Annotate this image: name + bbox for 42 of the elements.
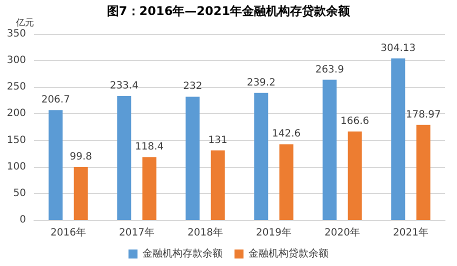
y-tick-label: 350 [6,28,26,40]
data-label: 233.4 [110,80,138,92]
y-tick-label: 150 [6,134,26,146]
x-tick-label: 2020年 [324,226,360,238]
data-label: 304.13 [380,42,416,54]
legend-label: 金融机构贷款余额 [248,248,328,260]
x-tick-label: 2019年 [256,226,292,238]
bar [48,110,63,220]
data-label: 118.4 [135,142,164,153]
x-tick-label: 2018年 [188,226,223,238]
y-axis-title: 亿元 [15,18,34,28]
legend-label: 金融机构存款余额 [142,248,222,260]
y-tick-label: 200 [6,108,26,120]
x-tick-label: 2021年 [393,226,428,238]
bar [210,150,225,220]
data-label: 232 [183,81,202,92]
data-label: 131 [208,134,228,146]
data-label: 142.6 [272,128,301,140]
y-tick-label: 100 [6,161,26,172]
bar [117,96,132,220]
bar [254,92,268,220]
bar [74,166,88,220]
x-tick-label: 2017年 [119,226,154,238]
data-label: 263.9 [315,64,344,76]
y-tick-label: 50 [13,188,26,199]
bar [416,124,430,220]
x-tick-label: 2016年 [50,226,86,238]
bar [322,80,337,220]
bar [186,96,200,220]
data-label: 99.8 [70,151,92,162]
bar [142,157,156,220]
y-tick-label: 300 [6,55,26,66]
bar [279,144,294,220]
y-tick-label: 0 [20,214,26,226]
bar [348,131,362,220]
data-label: 178.97 [406,109,441,120]
chart-title: 图7：2016年—2021年金融机构存贷款余额 [106,4,352,18]
data-label: 166.6 [340,116,370,127]
y-tick-label: 250 [6,82,26,93]
bar [391,58,406,220]
data-label: 206.7 [41,94,70,106]
data-label: 239.2 [246,77,276,88]
